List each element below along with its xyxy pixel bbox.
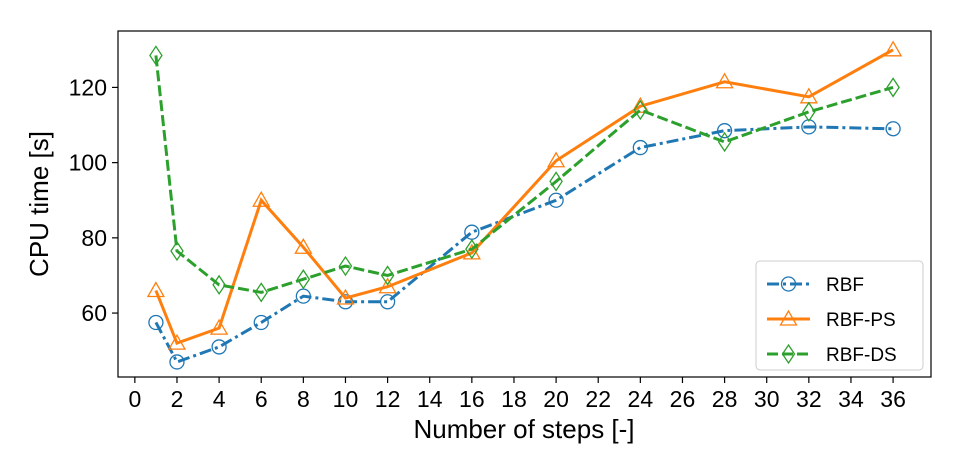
data-point: [296, 269, 311, 290]
x-tick-label: 4: [213, 386, 226, 412]
data-point: [146, 281, 166, 298]
data-point: [464, 224, 480, 240]
x-tick-label: 14: [417, 386, 443, 412]
data-point: [885, 121, 901, 137]
x-tick-label: 22: [585, 386, 611, 412]
series-line: [154, 55, 894, 294]
data-point: [632, 139, 648, 156]
data-point: [254, 282, 269, 303]
data-point: [378, 277, 397, 294]
x-tick-label: 10: [333, 386, 359, 412]
x-tick-label: 6: [255, 386, 268, 412]
x-tick-label: 30: [754, 386, 780, 412]
y-tick-label: 60: [81, 300, 107, 326]
x-tick-label: 28: [712, 386, 738, 412]
data-point: [294, 237, 313, 254]
series-rbf-ds: [149, 45, 900, 303]
data-point: [717, 131, 732, 153]
data-point: [633, 99, 648, 121]
legend-box: [755, 260, 924, 371]
legend-entry: RBF-DS: [767, 343, 897, 366]
x-tick-label: 2: [171, 386, 184, 412]
data-point: [253, 314, 269, 331]
legend-label: RBF-DS: [826, 345, 897, 366]
series-layer: [146, 40, 903, 370]
plot-frame: [117, 30, 932, 378]
x-tick-label: 20: [543, 386, 569, 412]
legend-entry: RBF-PS: [767, 309, 896, 331]
x-tick-label: 18: [501, 386, 527, 412]
legend-label: RBF-PS: [826, 310, 896, 331]
data-point: [212, 274, 226, 296]
data-point: [465, 238, 479, 260]
legend-marker: [780, 276, 797, 292]
x-tick-label: 16: [459, 386, 485, 412]
data-point: [716, 123, 733, 139]
data-point: [209, 318, 229, 335]
data-point: [338, 255, 353, 277]
data-point: [380, 265, 395, 286]
x-axis: 0 2 4 6 8 10 12 14 16 18 20 22 24 26 28 30 32 34 36: [128, 377, 906, 412]
data-point: [252, 190, 271, 207]
data-point: [336, 288, 355, 305]
x-tick-label: 26: [670, 386, 696, 412]
legend-marker: [781, 343, 796, 365]
series-line: [154, 48, 894, 346]
data-point: [167, 333, 187, 350]
legend: RBF RBF-PS RBF-DS: [755, 260, 924, 371]
y-axis-label: CPU time [s]: [24, 131, 54, 277]
x-tick-label: 12: [375, 386, 401, 412]
x-tick-label: 36: [880, 386, 906, 412]
data-point: [548, 192, 564, 208]
data-point: [715, 72, 734, 89]
data-point: [883, 40, 903, 57]
data-point: [379, 294, 396, 310]
y-tick-label: 80: [81, 225, 107, 251]
data-point: [169, 354, 185, 370]
x-tick-label: 32: [796, 386, 822, 412]
y-axis: 60 80 100 120: [69, 74, 118, 326]
y-tick-label: 100: [69, 150, 107, 176]
data-point: [549, 171, 563, 192]
legend-entry: RBF: [767, 275, 864, 296]
data-point: [211, 339, 227, 355]
y-tick-label: 120: [69, 74, 107, 100]
data-point: [802, 101, 816, 123]
data-point: [170, 240, 184, 262]
legend-label: RBF: [826, 275, 864, 296]
x-tick-label: 34: [838, 386, 864, 412]
data-point: [631, 96, 650, 113]
x-tick-label: 24: [628, 386, 654, 412]
legend-marker: [779, 309, 798, 326]
data-point: [886, 77, 900, 98]
x-tick-label: 0: [128, 386, 141, 412]
data-point: [546, 151, 566, 168]
x-tick-label: 8: [297, 386, 310, 412]
data-point: [148, 314, 164, 331]
data-point: [149, 45, 163, 66]
x-axis-label: Number of steps [-]: [413, 414, 634, 444]
